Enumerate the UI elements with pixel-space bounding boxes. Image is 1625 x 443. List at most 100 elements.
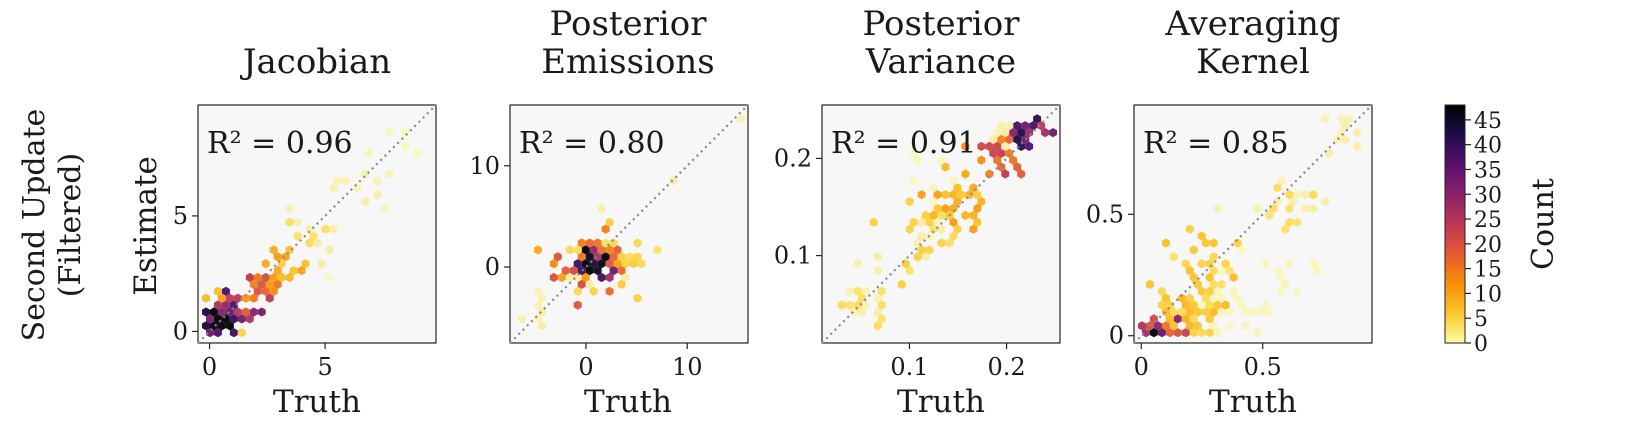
hexbin-cell [609, 266, 618, 276]
colorbar-tick-label: 10 [1474, 282, 1502, 307]
hexbin-cell [605, 259, 614, 269]
hexbin-cell [1185, 307, 1194, 317]
hexbin-cell [1261, 300, 1270, 310]
hexbin-cell [1049, 128, 1057, 138]
hexbin-cell [941, 162, 950, 172]
hexbin-cell [837, 300, 846, 310]
hexbin-cell [1197, 300, 1206, 310]
colorbar-label: Count [1526, 178, 1561, 270]
hexbin-cell [285, 217, 294, 227]
hexbin-cell [941, 203, 950, 214]
hexbin-cell [593, 238, 602, 248]
hexbin-cell [925, 245, 934, 255]
hexbin-cell [605, 245, 614, 255]
hexbin-cell [1277, 176, 1286, 186]
hexbin-cell [589, 286, 598, 296]
hexbin-cell [1017, 141, 1026, 151]
hexbin-cell [925, 217, 934, 227]
hexbin-cell [989, 148, 998, 158]
hexbin-cell [877, 314, 886, 324]
hexbin-cell [269, 272, 278, 283]
hexbin-cell [1237, 245, 1246, 255]
r2-annotation: R² = 0.85 [1143, 126, 1289, 161]
hexbin-cell [549, 272, 558, 283]
hexbin-cell [1257, 307, 1266, 317]
hexbin-cell [1309, 203, 1318, 214]
row-label: Second Update (Filtered) [17, 109, 88, 342]
hexbin-cell [1161, 238, 1170, 248]
hexbin-cell [213, 328, 222, 338]
hexbin-cell [385, 169, 394, 179]
hexbin-cell [1213, 328, 1222, 338]
y-tick-label: 10 [469, 152, 500, 180]
hexbin-cell [633, 252, 642, 262]
hexbin-cell [261, 272, 270, 283]
hexbin-cell [1293, 190, 1302, 200]
hexbin-cell [1025, 141, 1034, 151]
hexbin-cell [293, 231, 302, 241]
hexbin-cell [937, 238, 946, 248]
hexbin-cell [949, 217, 958, 227]
hexbin-cell [221, 286, 230, 296]
hexbin-cell [1021, 121, 1030, 131]
y-tick-label: 0.2 [774, 144, 812, 172]
hexbin-cell [569, 266, 578, 276]
hexbins [518, 114, 745, 331]
hexbin-cell [1146, 279, 1154, 289]
colorbar-tick-label: 0 [1474, 332, 1488, 357]
hexbin-cell [1169, 307, 1178, 317]
y-axis-label: Estimate [128, 156, 164, 296]
hexbin-cell [1353, 141, 1362, 151]
hexbin-cell [1173, 314, 1182, 324]
hexbin-cell [1009, 155, 1018, 165]
hexbin-cell [869, 217, 878, 227]
hexbin-cell [1189, 272, 1198, 283]
hexbin-cell [1033, 114, 1042, 124]
hexbin-cell [1197, 231, 1206, 241]
hexbin-cell [549, 259, 558, 269]
panel-title-line-2: Variance [865, 42, 1016, 82]
hexbin-cell [1193, 279, 1202, 289]
hexbin-cell [213, 300, 222, 310]
hexbin-cell [553, 252, 562, 262]
hexbin-cell [585, 238, 594, 248]
hexbin-cell [301, 259, 310, 269]
hexbin-cell [1013, 134, 1022, 145]
hexbin-cell [909, 217, 918, 227]
hexbin-cell [601, 252, 610, 262]
panel-title-line-1: Posterior [862, 4, 1020, 44]
hexbin-cell [917, 190, 926, 200]
hexbin-cell [857, 293, 866, 303]
y-tick-label: 5 [173, 202, 188, 230]
hexbin-cell [361, 197, 370, 207]
hexbin-cell [585, 266, 594, 276]
hexbin-cell [1037, 121, 1046, 131]
x-tick-label: 0.5 [1244, 353, 1282, 381]
hexbin-cell [897, 279, 906, 289]
r2-annotation: R² = 0.91 [831, 126, 977, 161]
hexbin-cell [937, 155, 946, 165]
x-ticks: 0 10 [578, 343, 703, 381]
hexbin-cell [1169, 321, 1178, 331]
panel-title-line-2: Emissions [541, 42, 715, 82]
panel-title-line-1: Jacobian [240, 42, 391, 82]
hexbin-cell [1309, 259, 1318, 269]
hexbin-cell [1161, 293, 1170, 303]
hexbin-cell [1237, 300, 1246, 310]
hexbin-cell [1209, 279, 1218, 289]
hexbin-cell [225, 321, 234, 331]
hexbin-cell [929, 183, 938, 193]
hexbin-cell [905, 266, 914, 276]
x-axis-label: Truth [584, 384, 672, 420]
y-ticks: 00.5 [1086, 200, 1134, 350]
hexbin-cell [969, 210, 978, 220]
hexbin-cell [1205, 328, 1214, 338]
hexbin-cell [202, 307, 210, 317]
hexbin-cell [217, 321, 226, 331]
colorbar-tick-label: 45 [1474, 109, 1502, 134]
hexbin-cell [385, 128, 394, 138]
hexbin-cell [593, 266, 602, 276]
panel-title-line-1: Averaging [1164, 4, 1340, 44]
y-tick-label: 0 [485, 253, 500, 281]
